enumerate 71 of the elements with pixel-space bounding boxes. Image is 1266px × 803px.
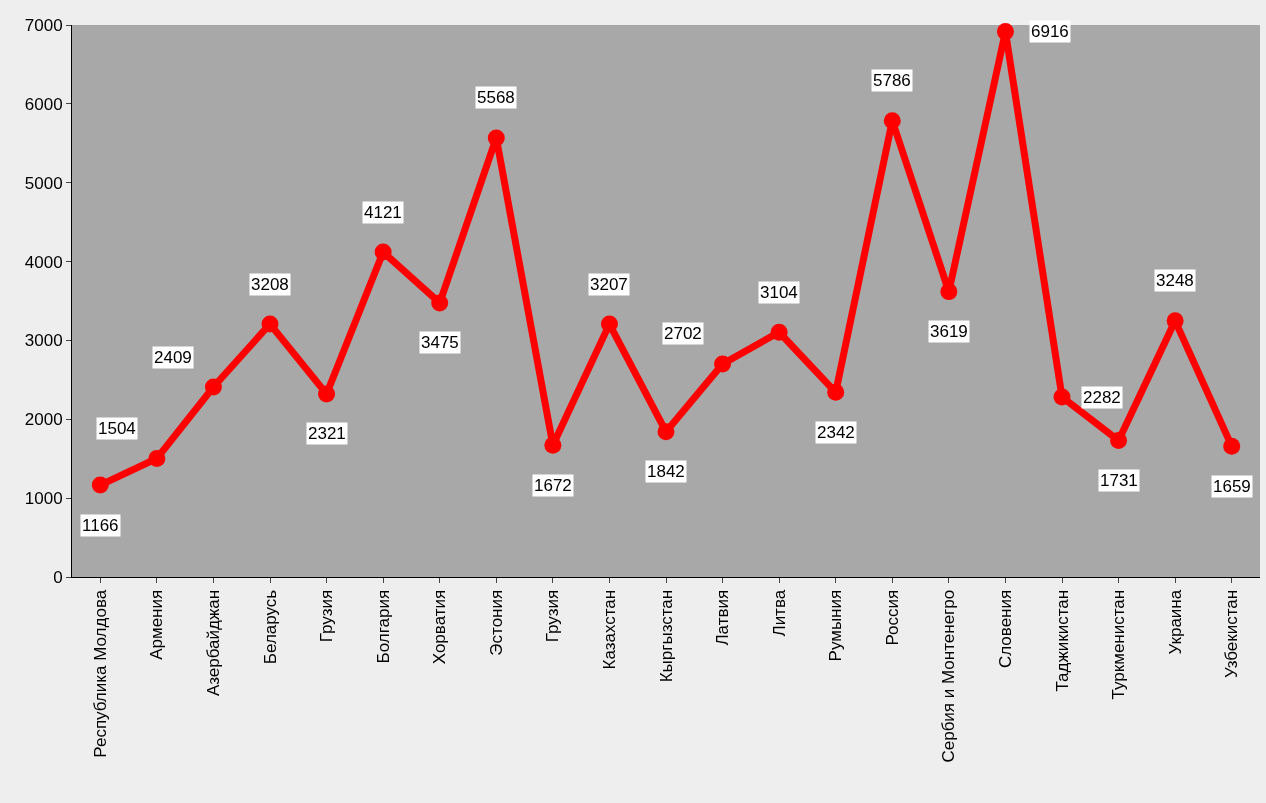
point <box>883 112 901 130</box>
data-label: 2342 <box>817 423 855 442</box>
x-tick-label: Украина <box>1165 589 1185 655</box>
y-tick-label: 5000 <box>24 173 63 193</box>
data-label: 1731 <box>1100 471 1138 490</box>
x-tick-label: Хорватия <box>430 589 450 665</box>
x-tick-label: Россия <box>882 589 902 646</box>
x-tick-label: Туркменистан <box>1109 589 1129 700</box>
y-tick-label: 7000 <box>24 15 63 35</box>
data-label: 1659 <box>1213 477 1251 496</box>
y-tick-label: 6000 <box>24 94 63 114</box>
data-label: 3104 <box>760 283 798 302</box>
data-label: 3208 <box>251 275 289 294</box>
y-tick-label: 3000 <box>24 331 63 351</box>
x-tick-label: Грузия <box>543 589 563 643</box>
data-label: 2409 <box>154 348 192 367</box>
data-label: 5786 <box>873 71 911 90</box>
x-tick-label: Словения <box>995 589 1015 669</box>
data-label: 2321 <box>308 424 346 443</box>
x-tick-label: Кыргызстан <box>656 589 676 683</box>
point <box>487 129 505 147</box>
x-tick-label: Румыния <box>826 589 846 662</box>
x-tick-label: Казахстан <box>599 589 619 670</box>
data-label: 6916 <box>1031 22 1069 41</box>
point <box>1166 312 1184 330</box>
data-label: 2702 <box>664 324 702 343</box>
point <box>261 315 279 333</box>
data-label: 3207 <box>590 275 628 294</box>
data-label: 1672 <box>534 476 572 495</box>
point <box>1223 437 1241 455</box>
point <box>91 476 109 494</box>
x-tick-label: Грузия <box>317 589 337 643</box>
data-label: 2282 <box>1083 388 1121 407</box>
x-tick-label: Болгария <box>373 589 393 664</box>
point <box>204 378 222 396</box>
data-label: 1504 <box>98 419 136 438</box>
x-tick-label: Республика Молдова <box>90 589 110 758</box>
x-tick-label: Беларусь <box>260 589 280 665</box>
point <box>544 436 562 454</box>
point <box>318 385 336 403</box>
point <box>657 423 675 441</box>
point <box>996 23 1014 41</box>
x-tick-label: Узбекистан <box>1222 589 1242 679</box>
x-tick-label: Латвия <box>713 589 733 646</box>
x-tick-label: Таджикистан <box>1052 589 1072 692</box>
point <box>148 449 166 467</box>
point <box>600 315 618 333</box>
y-tick-label: 0 <box>53 567 63 587</box>
y-tick-label: 1000 <box>24 489 63 509</box>
y-tick-label: 2000 <box>24 410 63 430</box>
x-tick-label: Эстония <box>486 589 506 656</box>
point <box>1053 388 1071 406</box>
x-tick-label: Азербайджан <box>203 589 223 697</box>
point <box>1110 432 1128 449</box>
data-label: 3475 <box>421 333 459 352</box>
data-label: 5568 <box>477 88 515 107</box>
x-tick-label: Сербия и Монтенегро <box>939 589 959 763</box>
y-tick-label: 4000 <box>24 252 63 272</box>
data-label: 3619 <box>930 322 968 341</box>
data-label: 3248 <box>1156 271 1194 290</box>
point <box>770 323 788 341</box>
point <box>431 294 449 312</box>
data-label: 1166 <box>82 516 119 535</box>
point <box>827 383 845 401</box>
x-tick-label: Армения <box>147 589 167 660</box>
x-tick-label: Литва <box>769 589 789 637</box>
data-label: 1842 <box>647 462 685 481</box>
point <box>940 283 958 301</box>
point <box>714 355 732 373</box>
data-label: 4121 <box>364 203 402 222</box>
point <box>374 243 392 261</box>
